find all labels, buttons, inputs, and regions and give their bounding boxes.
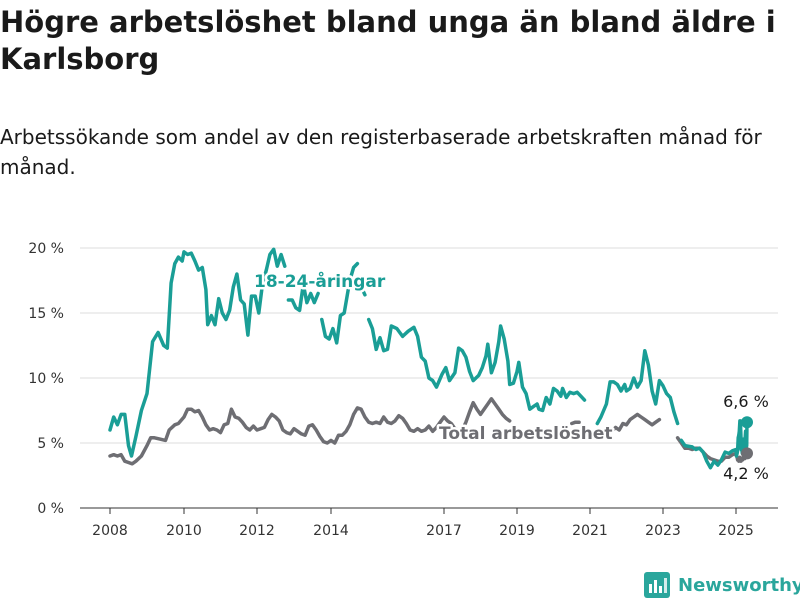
y-tick-label: 0 % — [37, 501, 64, 517]
youth-end-label: 6,6 % — [723, 392, 769, 411]
x-tick-label: 2014 — [313, 523, 349, 539]
chart-title: Högre arbetslöshet bland unga än bland ä… — [0, 5, 776, 76]
x-tick-label: 2017 — [426, 523, 462, 539]
total-series-line — [108, 397, 512, 466]
total-end-point[interactable] — [741, 447, 753, 460]
brand-name: Newsworthy — [678, 574, 800, 596]
x-tick-label: 2025 — [718, 523, 754, 539]
y-tick-label: 10 % — [28, 371, 64, 387]
youth-series-line — [679, 419, 743, 470]
youth-series-line — [286, 282, 320, 313]
y-tick-label: 20 % — [28, 241, 64, 257]
x-tick-label: 2008 — [92, 523, 128, 539]
x-tick-label: 2019 — [499, 523, 535, 539]
newsworthy-logo-icon — [644, 572, 670, 598]
y-tick-label: 5 % — [37, 436, 64, 452]
total-end-label: 4,2 % — [723, 464, 769, 483]
youth-series-line — [595, 348, 680, 426]
x-tick-label: 2012 — [239, 523, 275, 539]
youth-series-label: 18-24-åringar — [254, 270, 386, 292]
youth-series-label-halo: 18-24-åringar — [254, 270, 386, 292]
youth-series-line — [360, 286, 367, 297]
total-series-label-halo: Total arbetslöshet — [439, 424, 613, 444]
x-tick-label: 2021 — [572, 523, 608, 539]
x-tick-label: 2023 — [645, 523, 681, 539]
total-series-line — [570, 420, 581, 426]
youth-series-line — [320, 261, 360, 345]
youth-end-point[interactable] — [741, 416, 753, 429]
y-tick-label: 15 % — [28, 306, 64, 322]
youth-series-line — [108, 247, 287, 458]
chart-subtitle: Arbetssökande som andel av den registerb… — [0, 125, 762, 179]
brand[interactable]: Newsworthy — [644, 570, 800, 600]
total-series-line — [602, 412, 662, 435]
x-tick-label: 2010 — [166, 523, 202, 539]
total-series-label: Total arbetslöshet — [439, 424, 613, 444]
youth-series-line — [366, 317, 587, 413]
